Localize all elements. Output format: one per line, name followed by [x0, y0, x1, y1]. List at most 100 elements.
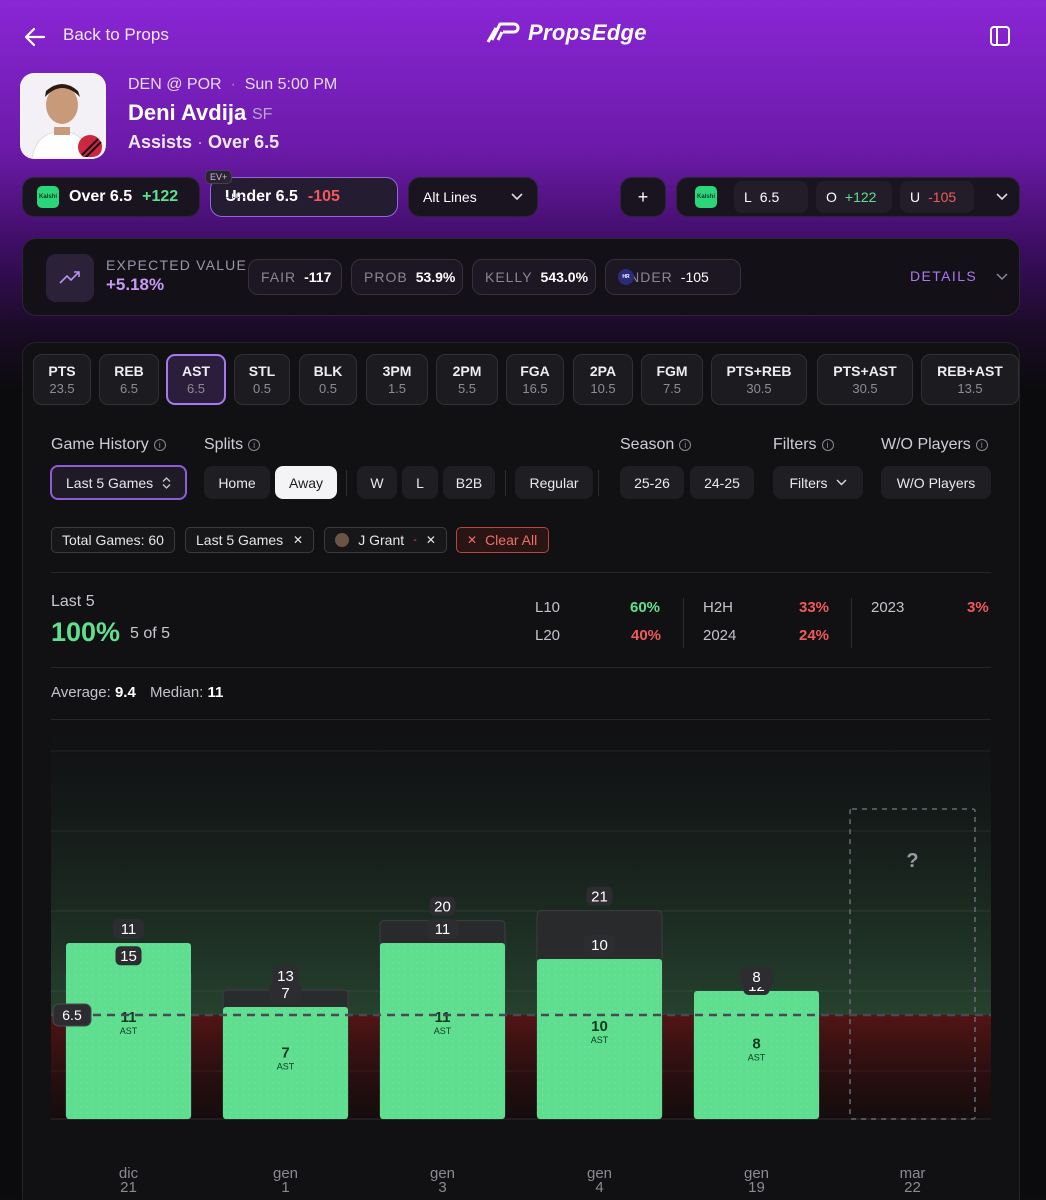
- under-line-odds: -105: [307, 188, 340, 205]
- info-icon[interactable]: i: [153, 438, 166, 451]
- upcoming-game-bar: [849, 808, 976, 1120]
- l10-label: L10: [535, 599, 561, 616]
- filters-dropdown[interactable]: Filters: [773, 466, 863, 499]
- over-zone: [51, 732, 991, 1015]
- stat-tab-3pm[interactable]: 3PM 1.5: [366, 354, 428, 405]
- average-median: Average: 9.4 Median: 11: [51, 684, 223, 701]
- bar-unit-label: AST: [591, 1035, 609, 1045]
- propsedge-logo-icon: [486, 22, 520, 43]
- divider: [505, 470, 506, 496]
- kalshi-under-chip[interactable]: U -105: [900, 181, 974, 213]
- remove-tag-icon[interactable]: ✕: [425, 533, 436, 547]
- wo-players-button[interactable]: W/O Players: [881, 466, 991, 499]
- split-home-button[interactable]: Home: [204, 466, 270, 499]
- stat-tab-line: 6.5: [186, 381, 206, 396]
- stat-tab-ast[interactable]: AST 6.5: [166, 354, 226, 405]
- stat-tab-pts-ast[interactable]: PTS+AST 30.5: [817, 354, 913, 405]
- alt-lines-dropdown[interactable]: Alt Lines: [408, 177, 538, 217]
- player-filter-tag: J Grant - ✕: [324, 527, 447, 553]
- hardrock-book-icon: HR: [618, 269, 634, 285]
- back-arrow-icon[interactable]: [22, 24, 48, 50]
- logo-text: PropsEdge: [528, 20, 647, 45]
- stat-tab-pts[interactable]: PTS 23.5: [33, 354, 91, 405]
- add-line-button[interactable]: +: [620, 177, 666, 217]
- over-line-button[interactable]: Kalshi Over 6.5 +122: [22, 177, 200, 217]
- stat-tab-name: FGM: [656, 363, 688, 379]
- stat-tab-2pa[interactable]: 2PA 10.5: [573, 354, 633, 405]
- divider: [346, 470, 347, 496]
- info-icon[interactable]: i: [679, 438, 692, 451]
- value-label-pill: [426, 919, 459, 939]
- hardrock-book-icon: HR: [225, 194, 247, 200]
- remove-tag-icon[interactable]: ✕: [292, 533, 303, 547]
- sidebar-toggle-icon[interactable]: [988, 24, 1012, 48]
- minus-icon: -: [413, 534, 417, 546]
- market-dot: ·: [192, 132, 209, 152]
- prob-key: PROB: [364, 269, 408, 285]
- season-text: Season: [620, 436, 675, 453]
- chevron-down-icon: [511, 193, 523, 201]
- l10-value: 60%: [630, 599, 661, 616]
- split-win-button[interactable]: W: [357, 466, 397, 499]
- season-2024-label: 2024: [703, 627, 737, 644]
- kalshi-under-value: -105: [928, 189, 957, 205]
- stat-tab-name: 2PM: [452, 363, 482, 379]
- stat-tab-reb-ast[interactable]: REB+AST 13.5: [921, 354, 1019, 405]
- clear-all-label: Clear All: [485, 532, 538, 548]
- stat-tab-blk[interactable]: BLK 0.5: [299, 354, 357, 405]
- split-regular-button[interactable]: Regular: [515, 466, 593, 499]
- stat-tab-2pm[interactable]: 2PM 5.5: [436, 354, 498, 405]
- under-line-button[interactable]: HR Under 6.5 -105: [210, 177, 398, 217]
- season-24-25-button[interactable]: 24-25: [690, 466, 754, 499]
- season-label: Season i: [620, 436, 692, 454]
- info-icon[interactable]: i: [975, 438, 988, 451]
- value-label: 10: [591, 937, 608, 954]
- chevron-down-icon[interactable]: [996, 193, 1008, 201]
- h2h-value: 33%: [799, 599, 830, 616]
- total-label-pill: [586, 886, 613, 906]
- split-loss-button[interactable]: L: [402, 466, 438, 499]
- divider: [851, 598, 852, 648]
- market-line: Over 6.5: [208, 132, 280, 152]
- stat-tab-line: 23.5: [49, 381, 75, 396]
- stat-tab-reb[interactable]: REB 6.5: [99, 354, 159, 405]
- bar-value-label: 10: [591, 1018, 608, 1035]
- close-icon: ✕: [467, 533, 478, 547]
- split-b2b-button[interactable]: B2B: [443, 466, 495, 499]
- stat-tab-pts-reb[interactable]: PTS+REB 30.5: [711, 354, 807, 405]
- game-history-select[interactable]: Last 5 Games: [50, 465, 187, 500]
- kalshi-line-value: 6.5: [759, 189, 780, 205]
- stat-tab-fgm[interactable]: FGM 7.5: [641, 354, 703, 405]
- stat-tab-line: 10.5: [590, 381, 616, 396]
- kalshi-over-chip[interactable]: O +122: [816, 181, 892, 213]
- kelly-chip: KELLY 543.0%: [472, 259, 596, 295]
- kalshi-line-chip[interactable]: L 6.5: [734, 181, 808, 213]
- kalshi-over-value: +122: [844, 189, 877, 205]
- last-games-tag-label: Last 5 Games: [196, 532, 284, 548]
- last-games-tag: Last 5 Games ✕: [185, 527, 314, 553]
- kalshi-book-icon: Kalshi: [37, 186, 59, 208]
- info-icon[interactable]: i: [248, 438, 261, 451]
- split-away-button[interactable]: Away: [275, 466, 337, 499]
- back-to-props-link[interactable]: Back to Props: [63, 25, 169, 44]
- stat-tab-line: 5.5: [457, 381, 477, 396]
- value-label: 8: [752, 969, 760, 986]
- stat-tab-stl[interactable]: STL 0.5: [234, 354, 290, 405]
- bar-unit-label: AST: [748, 1053, 766, 1063]
- stat-tab-line: 0.5: [252, 381, 272, 396]
- season-25-26-button[interactable]: 25-26: [620, 466, 684, 499]
- season-2023-label: 2023: [871, 599, 905, 616]
- info-icon[interactable]: i: [821, 438, 834, 451]
- clear-all-button[interactable]: ✕ Clear All: [456, 527, 549, 553]
- x-tick-day: 21: [120, 1179, 137, 1196]
- probability-chip: PROB 53.9%: [351, 259, 463, 295]
- bar-unit-label: AST: [277, 1061, 295, 1071]
- divider: [51, 719, 991, 720]
- player-name: Deni Avdija: [128, 100, 247, 125]
- total-label: 20: [434, 899, 451, 916]
- median-label: Median:: [149, 684, 204, 701]
- details-label: DETAILS: [910, 268, 978, 284]
- details-toggle[interactable]: DETAILS: [910, 268, 1008, 284]
- value-label: 11: [121, 921, 137, 938]
- stat-tab-fga[interactable]: FGA 16.5: [506, 354, 564, 405]
